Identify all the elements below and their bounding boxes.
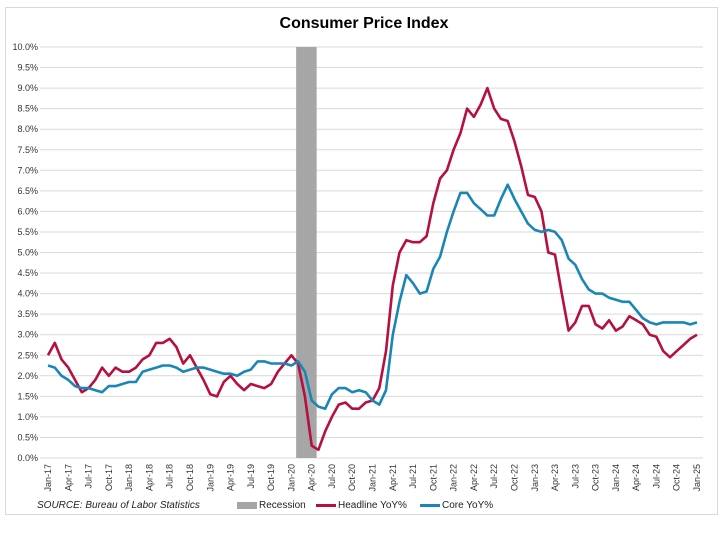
x-tick-label: Apr-19 <box>226 464 236 491</box>
legend-recession: Recession <box>237 500 306 511</box>
y-tick-label: 7.5% <box>17 145 38 155</box>
y-tick-label: 1.0% <box>17 412 38 422</box>
x-tick-label: Jul-20 <box>327 464 337 489</box>
y-tick-label: 5.5% <box>17 227 38 237</box>
x-tick-label: Oct-22 <box>509 464 519 491</box>
legend-swatch-core <box>420 504 440 507</box>
x-tick-label: Apr-24 <box>631 464 641 491</box>
y-tick-label: 9.5% <box>17 63 38 73</box>
x-tick-label: Jul-22 <box>489 464 499 489</box>
y-tick-label: 1.5% <box>17 391 38 401</box>
source-note: SOURCE: Bureau of Labor Statistics <box>37 500 200 511</box>
x-tick-label: Oct-21 <box>428 464 438 491</box>
legend-swatch-headline <box>316 504 336 507</box>
x-tick-label: Jul-24 <box>651 464 661 489</box>
headline-line <box>46 86 698 452</box>
x-tick-label: Oct-23 <box>591 464 601 491</box>
y-tick-label: 0.5% <box>17 432 38 442</box>
y-tick-label: 9.0% <box>17 83 38 93</box>
x-tick-label: Oct-24 <box>672 464 682 491</box>
recession-band <box>296 47 317 458</box>
x-tick-label: Jul-18 <box>165 464 175 489</box>
y-tick-label: 3.0% <box>17 330 38 340</box>
x-tick-label: Apr-18 <box>144 464 154 491</box>
x-tick-label: Jul-17 <box>84 464 94 489</box>
x-tick-label: Apr-22 <box>469 464 479 491</box>
x-tick-label: Jan-23 <box>530 464 540 492</box>
x-tick-label: Apr-17 <box>63 464 73 491</box>
y-tick-label: 3.5% <box>17 309 38 319</box>
x-tick-label: Jan-21 <box>368 464 378 492</box>
y-tick-label: 6.5% <box>17 186 38 196</box>
legend-label-core: Core YoY% <box>442 500 494 511</box>
y-tick-label: 8.0% <box>17 124 38 134</box>
legend-swatch-recession <box>237 502 257 509</box>
x-tick-label: Jan-17 <box>43 464 53 492</box>
x-tick-label: Apr-20 <box>307 464 317 491</box>
x-tick-label: Apr-23 <box>550 464 560 491</box>
legend-label-headline: Headline YoY% <box>338 500 407 511</box>
x-tick-label: Jul-23 <box>570 464 580 489</box>
y-tick-label: 5.0% <box>17 248 38 258</box>
x-tick-label: Oct-18 <box>185 464 195 491</box>
y-tick-label: 8.5% <box>17 104 38 114</box>
y-tick-label: 4.5% <box>17 268 38 278</box>
x-tick-label: Jul-19 <box>246 464 256 489</box>
x-tick-label: Jan-22 <box>449 464 459 492</box>
x-tick-label: Oct-17 <box>104 464 114 491</box>
core-line <box>47 183 698 411</box>
legend-label-recession: Recession <box>259 500 306 511</box>
y-tick-label: 0.0% <box>17 453 38 463</box>
y-tick-label: 10.0% <box>12 42 38 52</box>
x-tick-label: Jul-21 <box>408 464 418 489</box>
y-tick-label: 4.0% <box>17 289 38 299</box>
x-tick-label: Jan-19 <box>205 464 215 492</box>
legend-core: Core YoY% <box>420 500 493 511</box>
x-tick-label: Jan-20 <box>286 464 296 492</box>
x-tick-label: Jan-18 <box>124 464 134 492</box>
x-tick-label: Jan-24 <box>611 464 621 492</box>
y-tick-label: 2.5% <box>17 350 38 360</box>
x-tick-label: Oct-19 <box>266 464 276 491</box>
x-tick-label: Jan-25 <box>692 464 702 492</box>
legend-headline: Headline YoY% <box>316 500 407 511</box>
y-tick-label: 6.0% <box>17 206 38 216</box>
y-tick-label: 7.0% <box>17 165 38 175</box>
x-tick-label: Oct-20 <box>347 464 357 491</box>
x-tick-label: Apr-21 <box>388 464 398 491</box>
legend: SOURCE: Bureau of Labor Statistics Reces… <box>0 500 728 514</box>
chart-title: Consumer Price Index <box>279 15 449 32</box>
chart-frame <box>5 7 718 515</box>
y-tick-label: 2.0% <box>17 371 38 381</box>
